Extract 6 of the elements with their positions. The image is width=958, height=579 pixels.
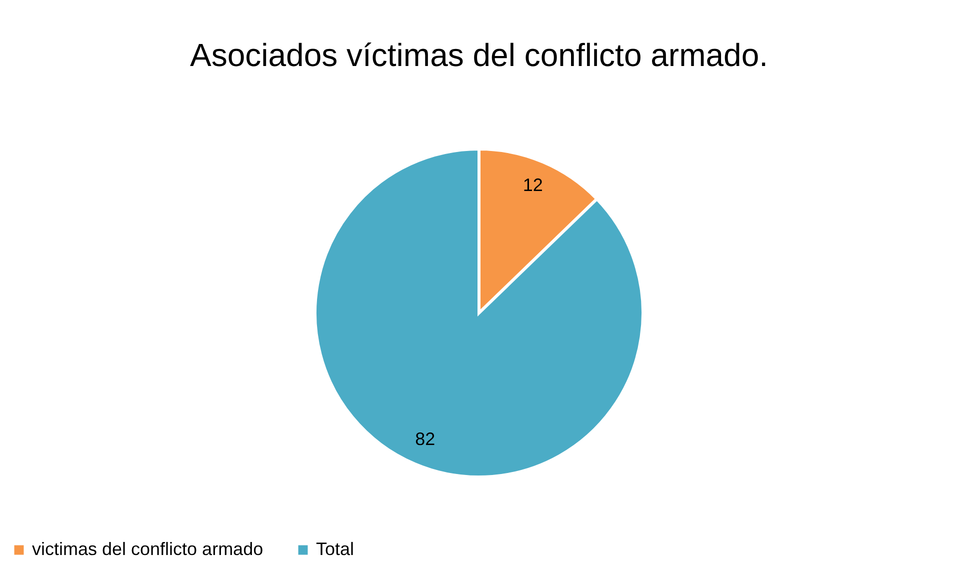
pie-slice: [314, 148, 644, 478]
chart-title: Asociados víctimas del conflicto armado.: [190, 37, 768, 73]
data-label: 12: [522, 174, 543, 195]
legend-label: Total: [316, 539, 354, 559]
legend-label: victimas del conflicto armado: [32, 539, 264, 559]
data-label: 82: [415, 429, 436, 450]
